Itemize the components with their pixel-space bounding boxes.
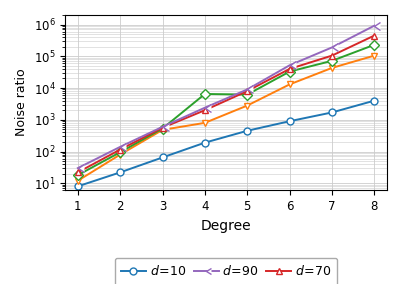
Legend: $d\!=\!$10, $d\!=\!$50, $d\!=\!$90, $d\!=\!$30, $d\!=\!$70: $d\!=\!$10, $d\!=\!$50, $d\!=\!$90, $d\!… [114, 258, 336, 284]
Y-axis label: Noise ratio: Noise ratio [15, 69, 28, 136]
X-axis label: Degree: Degree [200, 219, 251, 233]
